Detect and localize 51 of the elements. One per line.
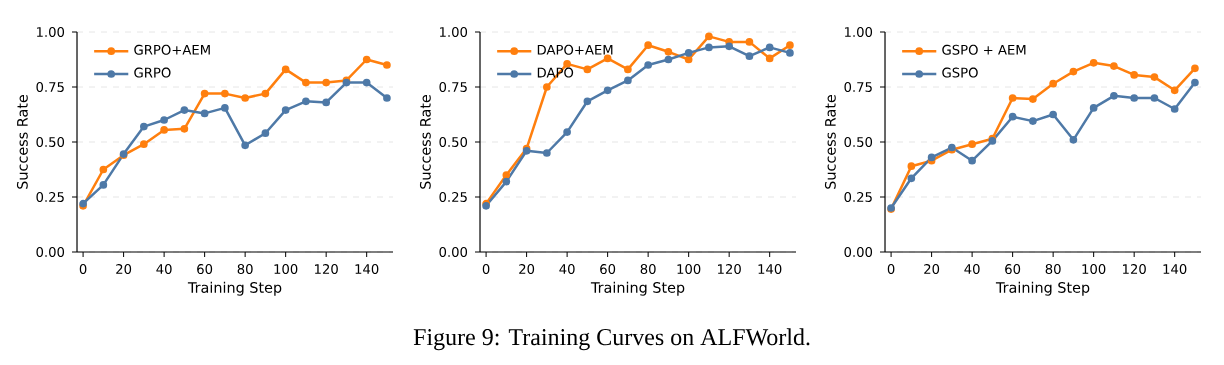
y-axis-title: Success Rate (824, 94, 836, 189)
y-tick-label: 0.25 (844, 192, 872, 202)
x-tick-label: 60 (1005, 264, 1021, 275)
x-tick-label: 100 (677, 264, 701, 275)
caption: Figure 9: Training Curves on ALFWorld. (413, 328, 810, 351)
y-tick-label: 0.50 (844, 137, 873, 147)
x-tick-label: 120 (315, 264, 338, 275)
y-axis-title: Success Rate (16, 94, 28, 189)
x-tick-label: 140 (355, 264, 379, 275)
x-tick-label: 100 (1082, 264, 1106, 275)
legend-label: GSPO + AEM (942, 44, 1026, 55)
x-tick-label: 80 (640, 264, 656, 275)
y-tick-label: 0.00 (844, 247, 873, 257)
x-tick-label: 20 (924, 264, 940, 275)
x-axis-title: Training Step (590, 281, 685, 296)
legend-label: GRPO+AEM (134, 44, 210, 55)
y-tick-label: 0.75 (439, 82, 467, 92)
x-tick-label: 0 (887, 264, 895, 275)
y-tick-label: 0.00 (439, 247, 468, 257)
legend-label: DAPO+AEM (537, 44, 613, 55)
y-tick-label: 0.75 (844, 82, 872, 92)
x-axis-title: Training Step (187, 281, 282, 296)
y-tick-label: 0.50 (36, 137, 65, 147)
x-tick-label: 140 (1163, 264, 1187, 275)
y-tick-label: 1.00 (36, 27, 65, 37)
x-tick-label: 60 (600, 264, 616, 275)
x-tick-label: 0 (482, 264, 490, 275)
legend-label: GRPO (134, 67, 171, 78)
x-tick-label: 0 (79, 264, 87, 275)
x-tick-label: 20 (116, 264, 132, 275)
x-tick-label: 80 (237, 264, 253, 275)
x-axis-title: Training Step (995, 281, 1090, 296)
y-tick-label: 0.25 (439, 192, 467, 202)
y-tick-label: 0.25 (36, 192, 64, 202)
x-tick-label: 40 (964, 264, 980, 275)
legend-label: GSPO (942, 67, 978, 78)
x-tick-label: 120 (1123, 264, 1146, 275)
y-axis-title: Success Rate (419, 94, 431, 189)
y-tick-label: 1.00 (439, 27, 468, 37)
x-tick-label: 100 (274, 264, 298, 275)
x-tick-label: 40 (156, 264, 172, 275)
x-tick-label: 80 (1045, 264, 1061, 275)
x-tick-label: 140 (758, 264, 782, 275)
x-tick-label: 40 (559, 264, 575, 275)
x-tick-label: 60 (197, 264, 213, 275)
y-tick-label: 1.00 (845, 27, 873, 37)
y-tick-label: 0.75 (36, 82, 64, 92)
x-tick-label: 120 (718, 264, 741, 275)
x-tick-label: 20 (519, 264, 535, 275)
y-tick-label: 0.00 (36, 247, 65, 257)
y-tick-label: 0.50 (439, 137, 468, 147)
